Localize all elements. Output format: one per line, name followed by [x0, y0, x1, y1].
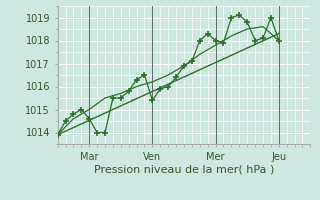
X-axis label: Pression niveau de la mer( hPa ): Pression niveau de la mer( hPa ): [94, 164, 274, 174]
